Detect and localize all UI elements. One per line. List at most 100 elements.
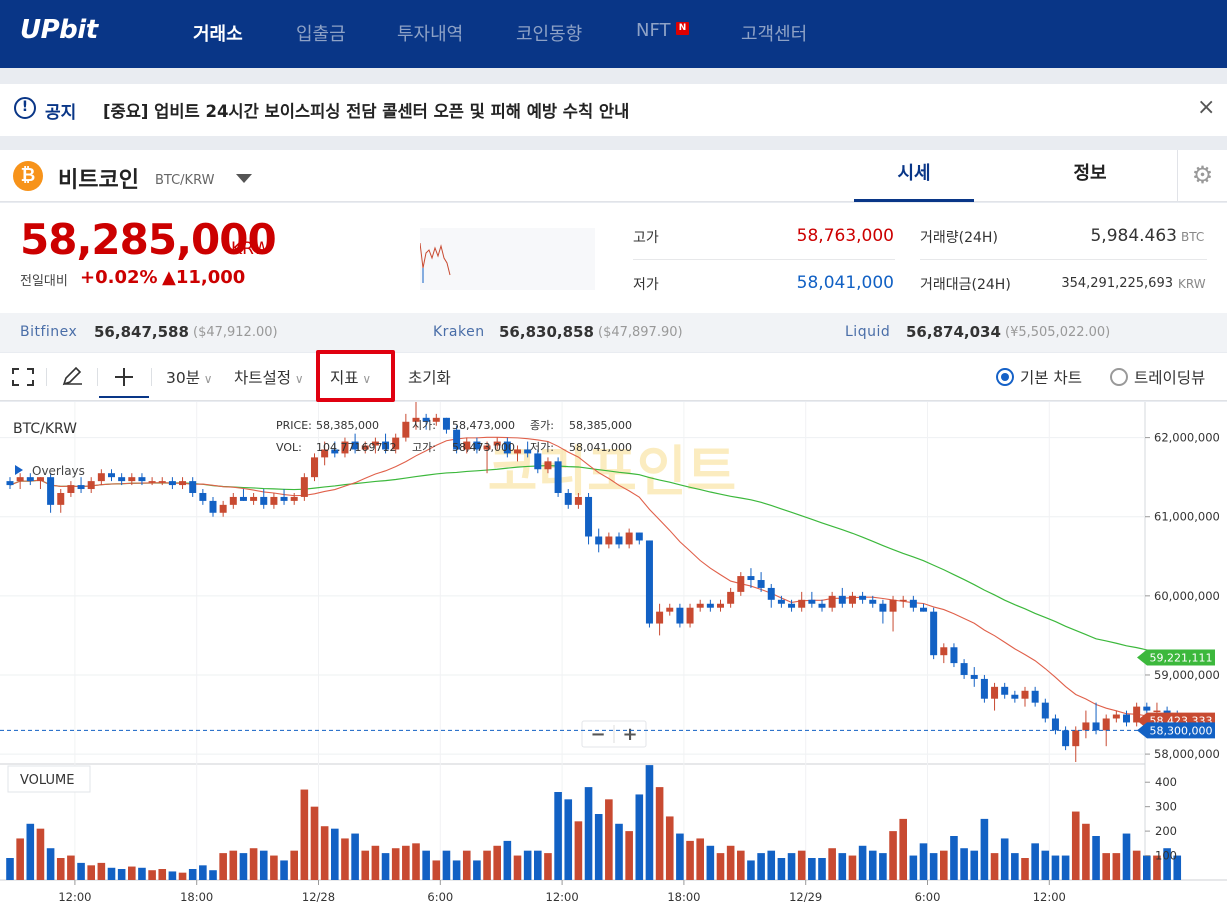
- candle-body: [108, 473, 115, 478]
- volume-bar: [838, 853, 847, 880]
- tab-price[interactable]: 시세: [854, 150, 974, 202]
- candle-body: [1011, 694, 1019, 699]
- overlays-toggle[interactable]: Overlays: [32, 464, 85, 478]
- candle-body: [371, 441, 379, 446]
- volume-bar: [523, 850, 532, 880]
- candle-body: [341, 441, 349, 454]
- candle-body: [422, 417, 430, 422]
- info-close-value: 58,385,000: [569, 419, 632, 432]
- indicators-label: 지표: [330, 369, 359, 387]
- candle-body: [696, 603, 704, 608]
- volume-axis: 400 300 200 100: [1145, 775, 1177, 863]
- indicators-highlight-box: [316, 350, 395, 402]
- y-tick-label: 62,000,000: [1154, 431, 1220, 445]
- pencil-icon[interactable]: [61, 366, 83, 391]
- crosshair-icon[interactable]: [114, 367, 134, 391]
- volume-bar: [594, 814, 603, 880]
- x-tick-label: 6:00: [427, 890, 453, 904]
- volume-bar: [229, 850, 238, 880]
- basic-chart-radio[interactable]: [996, 368, 1014, 386]
- volume-bar: [665, 816, 674, 880]
- volume-bar: [97, 862, 106, 880]
- volume-bar: [1061, 855, 1070, 880]
- chart-area[interactable]: 코리포인트 62,000,000 61,000,000 60,000,000 59,0…: [0, 402, 1227, 914]
- info-low-value: 58,041,000: [569, 441, 632, 454]
- divider: [633, 259, 895, 260]
- last-price-tag-bg: [1137, 722, 1215, 739]
- candlestick-chart[interactable]: 코리포인트 62,000,00061,000,00060,000,00059,0…: [0, 402, 1227, 914]
- candle-body: [838, 595, 846, 604]
- candle-body: [229, 496, 237, 505]
- info-price-label: PRICE:: [276, 419, 312, 432]
- volume-bar: [909, 855, 918, 880]
- y-tick-label: 61,000,000: [1154, 510, 1220, 524]
- volume-bar: [1011, 853, 1019, 880]
- volume-bar: [452, 860, 461, 880]
- volume-24h-unit: BTC: [1181, 230, 1205, 244]
- candle-body: [656, 611, 664, 624]
- gear-icon[interactable]: ⚙: [1177, 150, 1227, 202]
- volume-bar: [87, 865, 95, 880]
- candle-body: [970, 674, 978, 679]
- coin-name: 비트코인: [58, 168, 139, 193]
- info-high-label: 고가:: [412, 441, 436, 454]
- volume-bar: [1051, 855, 1060, 880]
- candle-body: [676, 607, 684, 624]
- x-tick-label: 12:00: [546, 890, 579, 904]
- high-label: 고가: [633, 230, 659, 246]
- x-tick-label: 12:00: [1033, 890, 1066, 904]
- fullscreen-icon[interactable]: [12, 368, 34, 390]
- zoom-out-button[interactable]: −: [590, 724, 605, 745]
- tradingview-radio[interactable]: [1110, 368, 1128, 386]
- volume-bar: [1173, 855, 1182, 880]
- nav-nft[interactable]: NFT: [636, 20, 671, 41]
- zoom-in-button[interactable]: +: [622, 724, 637, 745]
- volume-bar: [940, 850, 948, 880]
- volume-bar: [808, 858, 816, 880]
- indicators-menu[interactable]: 지표 ∨: [330, 366, 371, 388]
- volume-tick-label: 400: [1155, 775, 1177, 789]
- volume-bar: [564, 799, 573, 880]
- chart-settings-menu[interactable]: 차트설정 ∨: [234, 366, 304, 388]
- notice-text[interactable]: [중요] 업비트 24시간 보이스피싱 전담 콜센터 오픈 및 피해 예방 수칙…: [103, 102, 630, 121]
- volume-bar: [757, 853, 765, 880]
- upbit-logo[interactable]: UPbit: [20, 15, 98, 45]
- volume-bar: [635, 794, 644, 880]
- candle-body: [574, 496, 582, 505]
- play-icon[interactable]: [15, 465, 23, 475]
- nav-investments[interactable]: 투자내역: [397, 24, 464, 45]
- interval-select[interactable]: 30분 ∨: [166, 366, 213, 388]
- candle-body: [483, 445, 491, 450]
- nav-customer-center[interactable]: 고객센터: [741, 24, 808, 45]
- close-icon[interactable]: ×: [1197, 95, 1216, 120]
- reset-button[interactable]: 초기화: [408, 369, 451, 387]
- candle-body: [209, 500, 217, 513]
- exchange-usd: ($47,897.90): [598, 325, 683, 340]
- nav-exchange[interactable]: 거래소: [193, 24, 243, 45]
- nav-coin-trends[interactable]: 코인동향: [516, 24, 583, 45]
- volume-bar: [391, 848, 400, 880]
- volume-bar: [483, 850, 491, 880]
- nav-deposit[interactable]: 입출금: [296, 24, 346, 45]
- candle-body: [1143, 706, 1151, 711]
- tab-info[interactable]: 정보: [1073, 163, 1107, 184]
- volume-label-box: [7, 765, 91, 793]
- candle-body: [889, 599, 897, 612]
- volume-bar: [970, 850, 979, 880]
- candle-body: [311, 457, 318, 478]
- candle-body: [757, 580, 765, 588]
- volume-bar: [716, 853, 725, 880]
- candle-body: [950, 647, 958, 664]
- volume-bar: [605, 799, 613, 880]
- notice-label: 공지: [45, 103, 77, 123]
- candle-body: [1082, 722, 1090, 731]
- volume-bar: [462, 850, 471, 880]
- volume-bar: [1143, 855, 1151, 880]
- candle-body: [991, 686, 999, 699]
- candle-body: [1041, 702, 1049, 719]
- y-tick-label: 58,000,000: [1154, 747, 1220, 761]
- candle-body: [138, 477, 146, 482]
- caret-down-icon[interactable]: [236, 174, 252, 183]
- volume-bar: [1122, 833, 1131, 880]
- volume-bar: [1092, 836, 1100, 880]
